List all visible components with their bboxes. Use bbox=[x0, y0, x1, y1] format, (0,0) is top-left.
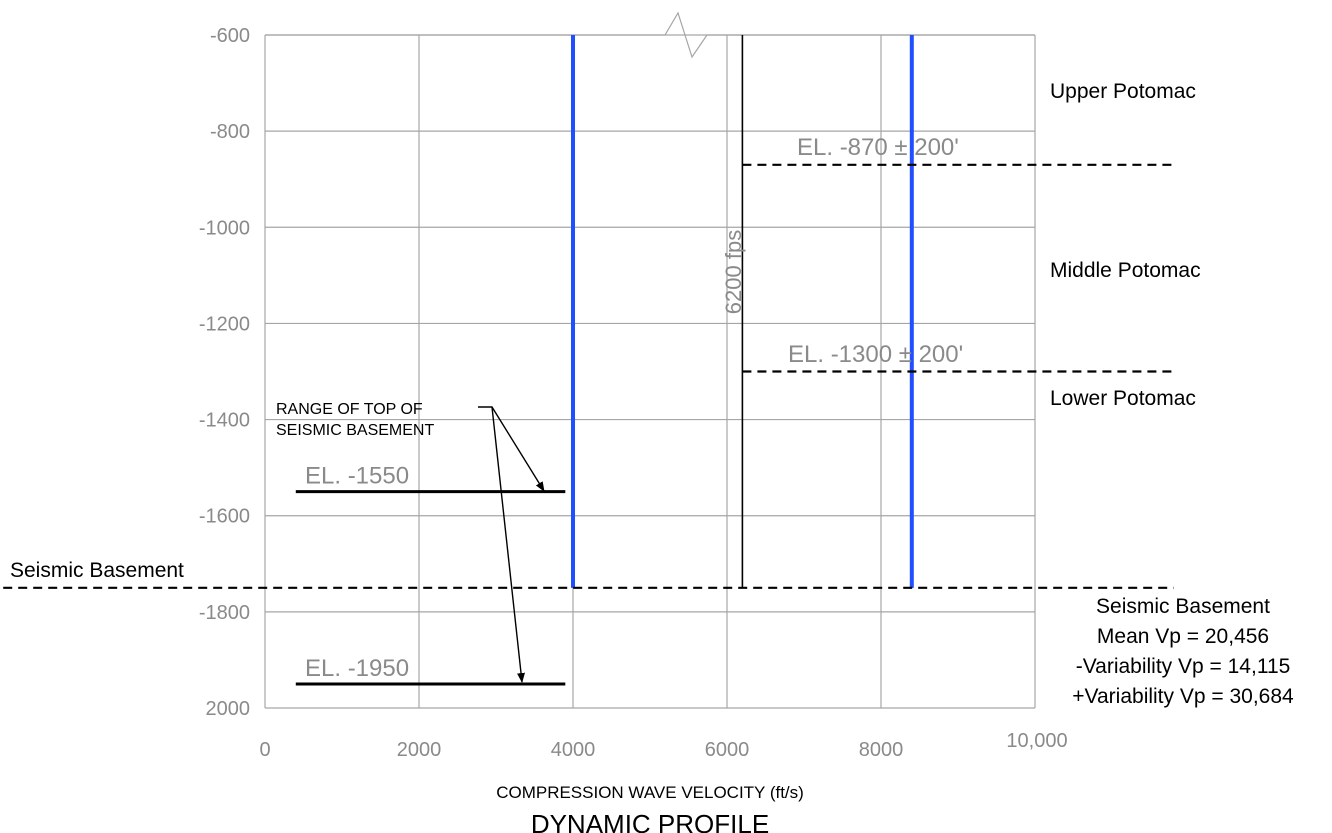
x-tick-label: 6000 bbox=[705, 739, 750, 761]
x-tick-label: 10,000 bbox=[1006, 730, 1067, 752]
left-basement-annotation: Seismic Basement bbox=[10, 559, 184, 582]
reference-lines: EL. -870 ± 200' EL. -1300 ± 200' bbox=[3, 134, 1174, 589]
tick-labels: 0 2000 4000 6000 8000 10,000 -600 -800 -1000 -120… bbox=[199, 25, 1068, 761]
range-label-line: RANGE OF TOP OF bbox=[276, 401, 423, 418]
y-tick-label: -1400 bbox=[199, 410, 250, 432]
basement-property-line: -Variability Vp = 14,115 bbox=[1076, 655, 1291, 678]
chart-title: DYNAMIC PROFILE bbox=[531, 809, 769, 833]
x-tick-label: 2000 bbox=[397, 739, 442, 761]
layer-label: Upper Potomac bbox=[1050, 80, 1196, 103]
y-tick-label: -1600 bbox=[199, 506, 250, 528]
y-tick-label: 2000 bbox=[206, 698, 251, 720]
range-label-line: SEISMIC BASEMENT bbox=[276, 422, 434, 439]
layer-label: Middle Potomac bbox=[1050, 259, 1201, 282]
text-layer: RANGE OF TOP OF SEISMIC BASEMENT 6200 fps S… bbox=[10, 80, 1294, 833]
y-tick-label: -1200 bbox=[199, 313, 250, 335]
basement-property-line: +Variability Vp = 30,684 bbox=[1072, 685, 1294, 708]
basement-range-label: EL. -1550 bbox=[305, 463, 409, 490]
velocity-value-label: 6200 fps bbox=[721, 230, 746, 314]
range-arrow-lower bbox=[491, 406, 526, 683]
basement-property-line: Mean Vp = 20,456 bbox=[1097, 625, 1269, 648]
elevation-reference-label: EL. -870 ± 200' bbox=[797, 134, 959, 161]
y-tick-label: -1000 bbox=[199, 217, 250, 239]
x-tick-label: 8000 bbox=[859, 739, 904, 761]
basement-property-line: Seismic Basement bbox=[1096, 595, 1270, 618]
y-tick-label: -600 bbox=[210, 25, 250, 47]
annotations: EL. -1550 EL. -1950 bbox=[295, 406, 566, 686]
elevation-reference-label: EL. -1300 ± 200' bbox=[788, 341, 963, 368]
y-tick-label: -800 bbox=[210, 121, 250, 143]
y-tick-label: -1800 bbox=[199, 602, 250, 624]
layer-label: Lower Potomac bbox=[1050, 387, 1196, 410]
axis-break-symbol bbox=[265, 11, 1035, 59]
series-layer bbox=[571, 35, 914, 588]
basement-range-label: EL. -1950 bbox=[305, 655, 409, 682]
x-tick-label: 4000 bbox=[551, 739, 596, 761]
x-tick-label: 0 bbox=[259, 739, 270, 761]
x-axis-label: COMPRESSION WAVE VELOCITY (ft/s) bbox=[496, 783, 804, 802]
